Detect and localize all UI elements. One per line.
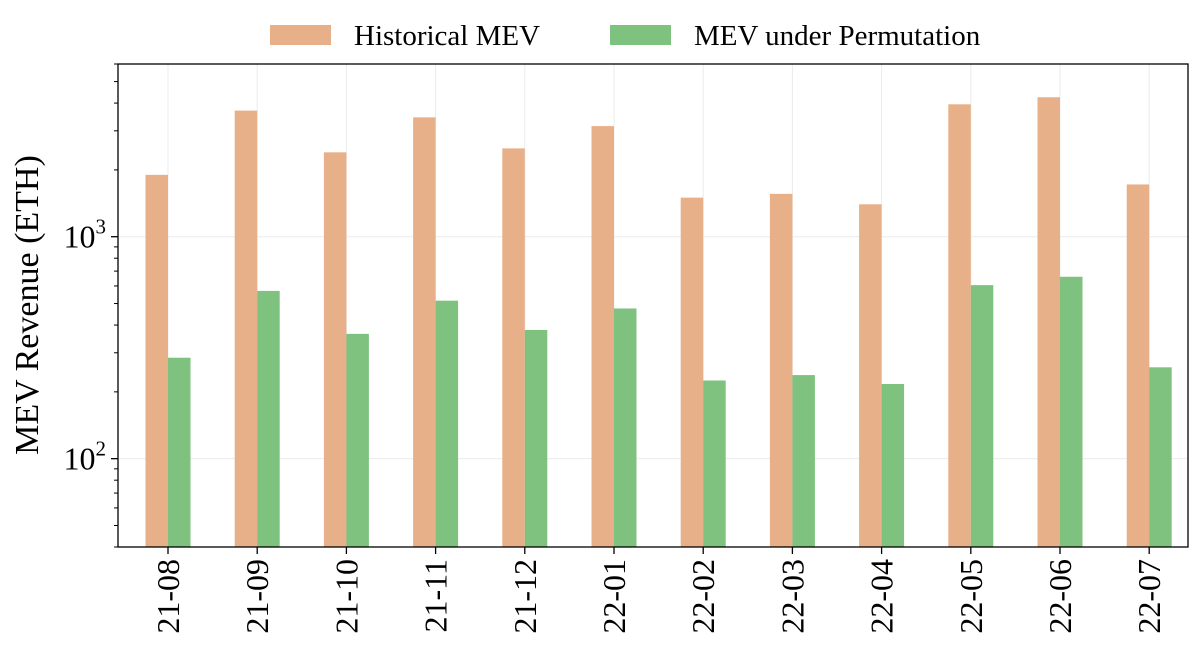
bar-historical-22-04 — [859, 204, 882, 548]
legend-label-historical: Historical MEV — [354, 20, 540, 52]
x-tick-label: 21-10 — [328, 559, 364, 634]
bar-historical-22-03 — [769, 193, 793, 547]
x-tick-label: 22-01 — [596, 559, 632, 634]
bar-historical-21-11 — [413, 117, 436, 547]
bar-permutation-21-12 — [524, 329, 548, 547]
x-tick-label: 21-08 — [150, 559, 186, 634]
x-axis: 21-08 21-09 21-10 21-11 21-12 22-01 22-02 22-03… — [150, 547, 1167, 634]
bars-group — [145, 97, 1172, 548]
legend-swatch-historical — [270, 25, 331, 45]
bar-historical-22-01 — [591, 126, 614, 548]
bar-historical-22-02 — [680, 197, 704, 548]
x-tick-label: 22-07 — [1131, 559, 1167, 634]
bar-permutation-22-07 — [1149, 367, 1172, 547]
bar-permutation-22-04 — [881, 383, 905, 547]
bar-historical-21-12 — [502, 148, 525, 547]
bar-permutation-21-08 — [168, 357, 191, 547]
legend-swatch-permutation — [610, 25, 671, 45]
y-axis-label: MEV Revenue (ETH) — [9, 155, 46, 455]
plot-frame — [117, 63, 1189, 548]
x-tick-label: 22-03 — [774, 559, 810, 634]
legend: Historical MEV MEV under Permutation — [270, 20, 981, 52]
y-tick-label: 103 — [64, 215, 107, 255]
bar-permutation-22-06 — [1060, 276, 1083, 547]
bar-permutation-22-01 — [614, 308, 637, 547]
bar-historical-22-05 — [948, 104, 971, 547]
x-tick-label: 21-12 — [507, 559, 543, 634]
y-axis: 102 103 — [64, 63, 118, 548]
x-tick-label: 22-05 — [953, 559, 989, 634]
bar-permutation-22-03 — [792, 375, 815, 547]
x-tick-label: 22-04 — [864, 559, 900, 634]
bar-permutation-21-10 — [346, 333, 369, 547]
bar-historical-21-09 — [234, 110, 258, 548]
x-tick-label: 21-09 — [239, 559, 275, 634]
bar-historical-22-06 — [1037, 97, 1060, 548]
legend-label-permutation: MEV under Permutation — [694, 20, 981, 52]
bar-historical-21-08 — [145, 174, 168, 548]
bar-historical-22-07 — [1126, 184, 1150, 547]
x-tick-label: 21-11 — [418, 559, 454, 632]
bar-permutation-22-02 — [703, 380, 726, 547]
bar-permutation-22-05 — [970, 285, 994, 547]
bar-historical-21-10 — [323, 152, 347, 547]
x-tick-label: 22-06 — [1042, 559, 1078, 634]
y-tick-label: 102 — [64, 437, 107, 477]
x-tick-label: 22-02 — [685, 559, 721, 634]
bar-permutation-21-11 — [435, 300, 459, 547]
bar-permutation-21-09 — [257, 290, 280, 547]
